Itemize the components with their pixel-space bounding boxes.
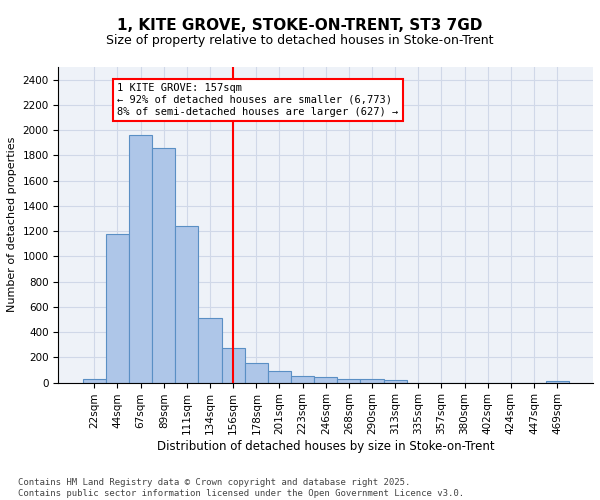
Y-axis label: Number of detached properties: Number of detached properties bbox=[7, 137, 17, 312]
Bar bbox=[129, 135, 152, 382]
Bar bbox=[175, 226, 199, 382]
Bar bbox=[383, 380, 407, 382]
Bar bbox=[83, 379, 106, 382]
Bar bbox=[545, 381, 569, 382]
X-axis label: Distribution of detached houses by size in Stoke-on-Trent: Distribution of detached houses by size … bbox=[157, 440, 494, 453]
Text: 1, KITE GROVE, STOKE-ON-TRENT, ST3 7GD: 1, KITE GROVE, STOKE-ON-TRENT, ST3 7GD bbox=[118, 18, 482, 32]
Bar bbox=[337, 379, 361, 382]
Text: Contains HM Land Registry data © Crown copyright and database right 2025.
Contai: Contains HM Land Registry data © Crown c… bbox=[18, 478, 464, 498]
Bar bbox=[221, 348, 245, 382]
Bar bbox=[314, 377, 337, 382]
Bar bbox=[361, 380, 383, 382]
Bar bbox=[199, 318, 221, 382]
Text: 1 KITE GROVE: 157sqm
← 92% of detached houses are smaller (6,773)
8% of semi-det: 1 KITE GROVE: 157sqm ← 92% of detached h… bbox=[118, 84, 399, 116]
Bar bbox=[245, 363, 268, 382]
Bar bbox=[268, 372, 291, 382]
Bar bbox=[291, 376, 314, 382]
Bar bbox=[106, 234, 129, 382]
Bar bbox=[152, 148, 175, 382]
Text: Size of property relative to detached houses in Stoke-on-Trent: Size of property relative to detached ho… bbox=[106, 34, 494, 47]
